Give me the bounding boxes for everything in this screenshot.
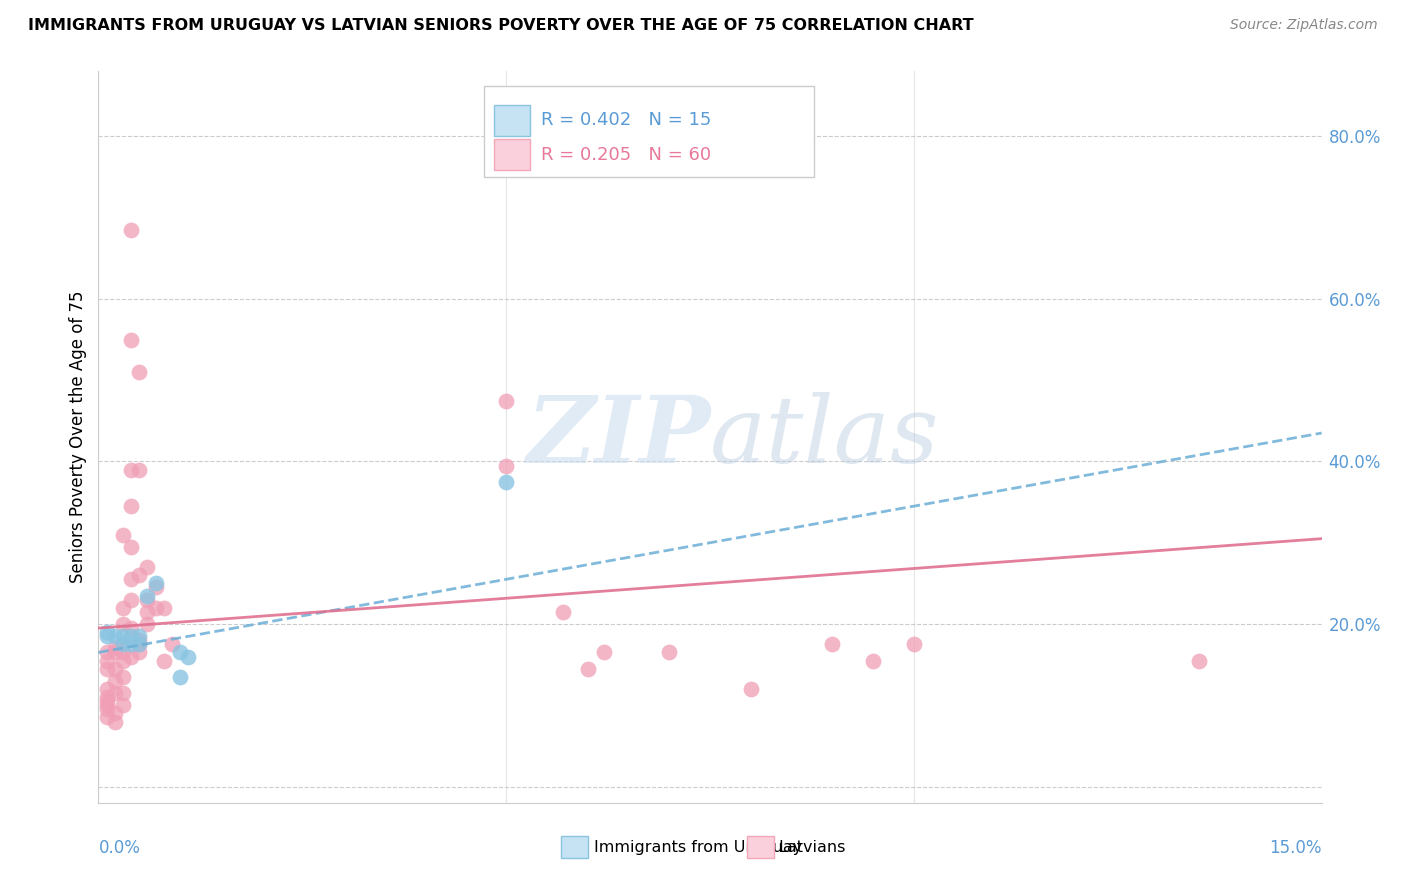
Point [136,589,159,603]
Text: Source: ZipAtlas.com: Source: ZipAtlas.com [1230,18,1378,32]
Point [111,686,134,700]
Point [903,637,925,651]
FancyBboxPatch shape [561,837,588,858]
Text: ZIP: ZIP [526,392,710,482]
Text: IMMIGRANTS FROM URUGUAY VS LATVIAN SENIORS POVERTY OVER THE AGE OF 75 CORRELATIO: IMMIGRANTS FROM URUGUAY VS LATVIAN SENIO… [28,18,974,33]
Point [169,670,191,684]
Point [136,617,159,632]
Text: Immigrants from Uruguay: Immigrants from Uruguay [593,840,801,855]
Text: R = 0.205   N = 60: R = 0.205 N = 60 [541,145,711,164]
Point [111,637,134,651]
Point [593,645,616,659]
FancyBboxPatch shape [494,139,530,170]
Point [128,629,150,643]
Point [120,592,142,607]
Point [96,690,118,705]
Point [177,649,200,664]
Point [495,458,517,473]
Text: atlas: atlas [710,392,939,482]
Point [111,617,134,632]
Point [1188,654,1211,668]
Point [111,629,134,643]
Point [96,629,118,643]
Point [136,605,159,619]
Text: 15.0%: 15.0% [1270,839,1322,857]
Point [120,462,142,476]
Point [740,681,762,696]
Point [104,662,127,676]
FancyBboxPatch shape [747,837,773,858]
Point [96,645,118,659]
Point [120,637,142,651]
Point [96,654,118,668]
Point [120,223,142,237]
Point [104,686,127,700]
Point [104,673,127,688]
Point [120,333,142,347]
Point [111,670,134,684]
Point [111,698,134,713]
Point [128,645,150,659]
Point [96,694,118,708]
Point [169,645,191,659]
Point [553,605,575,619]
Point [96,702,118,716]
Point [862,654,884,668]
Point [96,662,118,676]
FancyBboxPatch shape [484,86,814,178]
Point [96,698,118,713]
Point [145,600,167,615]
Point [576,662,599,676]
Point [111,637,134,651]
Point [104,645,127,659]
Point [495,475,517,489]
Point [111,654,134,668]
Point [104,629,127,643]
Point [96,681,118,696]
Point [111,645,134,659]
Point [120,540,142,554]
Point [120,621,142,635]
Point [128,365,150,379]
Point [128,462,150,476]
Point [160,637,183,651]
Point [658,645,681,659]
Point [128,568,150,582]
Point [136,592,159,607]
Text: 0.0%: 0.0% [98,839,141,857]
Point [495,393,517,408]
Point [111,600,134,615]
FancyBboxPatch shape [494,105,530,136]
Y-axis label: Seniors Poverty Over the Age of 75: Seniors Poverty Over the Age of 75 [69,291,87,583]
Point [104,706,127,721]
Point [120,499,142,513]
Point [128,633,150,648]
Point [96,710,118,724]
Point [120,629,142,643]
Point [96,625,118,640]
Text: R = 0.402   N = 15: R = 0.402 N = 15 [541,112,711,129]
Point [104,714,127,729]
Point [136,560,159,574]
Point [104,641,127,656]
Point [128,637,150,651]
Point [152,600,174,615]
Point [128,637,150,651]
Point [120,649,142,664]
Point [152,654,174,668]
Point [111,527,134,541]
Point [120,572,142,586]
Point [821,637,844,651]
Point [145,581,167,595]
Text: Latvians: Latvians [779,840,846,855]
Point [145,576,167,591]
